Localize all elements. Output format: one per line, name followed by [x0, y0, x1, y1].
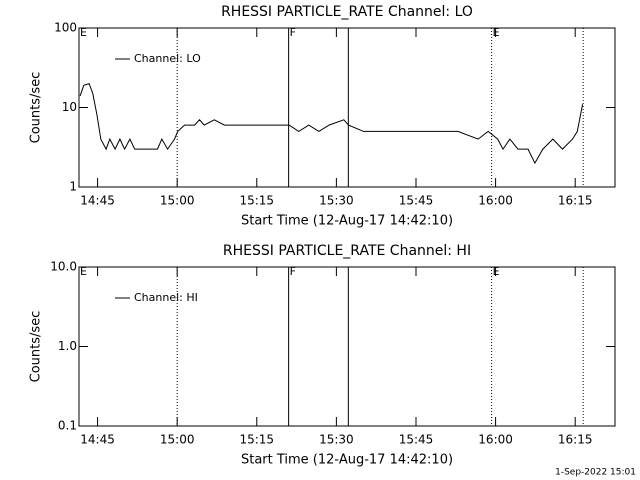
- marker-label: F: [290, 26, 296, 39]
- x-tick-label: 15:15: [239, 194, 274, 208]
- x-tick-label: 15:00: [160, 194, 195, 208]
- marker-label: E: [493, 26, 500, 39]
- x-tick-label: 15:45: [399, 433, 434, 447]
- x-tick-label: 16:15: [558, 433, 593, 447]
- y-axis-label: Counts/sec: [29, 311, 44, 383]
- x-tick-label: 14:45: [80, 194, 115, 208]
- marker-label: E: [80, 265, 87, 278]
- marker-label: E: [80, 26, 87, 39]
- x-tick-label: 15:30: [319, 194, 354, 208]
- x-axis-label: Start Time (12-Aug-17 14:42:10): [241, 453, 453, 468]
- x-tick-label: 15:00: [160, 433, 195, 447]
- data-line: [79, 82, 584, 165]
- footer: 1-Sep-2022 15:01: [555, 468, 636, 478]
- y-tick-label: 100: [54, 21, 77, 35]
- x-tick-label: 16:00: [478, 433, 513, 447]
- x-axis-label: Start Time (12-Aug-17 14:42:10): [241, 214, 453, 229]
- x-tick-label: 16:00: [478, 194, 513, 208]
- y-axis-label: Counts/sec: [29, 72, 44, 144]
- y-tick-label: 0.1: [58, 419, 77, 433]
- y-tick-label: 10.0: [50, 260, 77, 274]
- x-tick-label: 15:15: [239, 433, 274, 447]
- y-tick-label: 1: [69, 180, 77, 194]
- chart-title: RHESSI PARTICLE_RATE Channel: LO: [221, 4, 473, 20]
- y-tick-label: 10: [62, 100, 77, 114]
- y-tick-label: 1.0: [58, 339, 77, 353]
- x-tick-label: 15:45: [399, 194, 434, 208]
- x-tick-label: 16:15: [558, 194, 593, 208]
- chart-title: RHESSI PARTICLE_RATE Channel: HI: [223, 243, 471, 259]
- legend-label: Channel: LO: [134, 52, 201, 65]
- x-tick-label: 14:45: [80, 433, 115, 447]
- marker-label: E: [493, 265, 500, 278]
- legend-label: Channel: HI: [134, 291, 198, 304]
- marker-label: F: [290, 265, 296, 278]
- x-tick-label: 15:30: [319, 433, 354, 447]
